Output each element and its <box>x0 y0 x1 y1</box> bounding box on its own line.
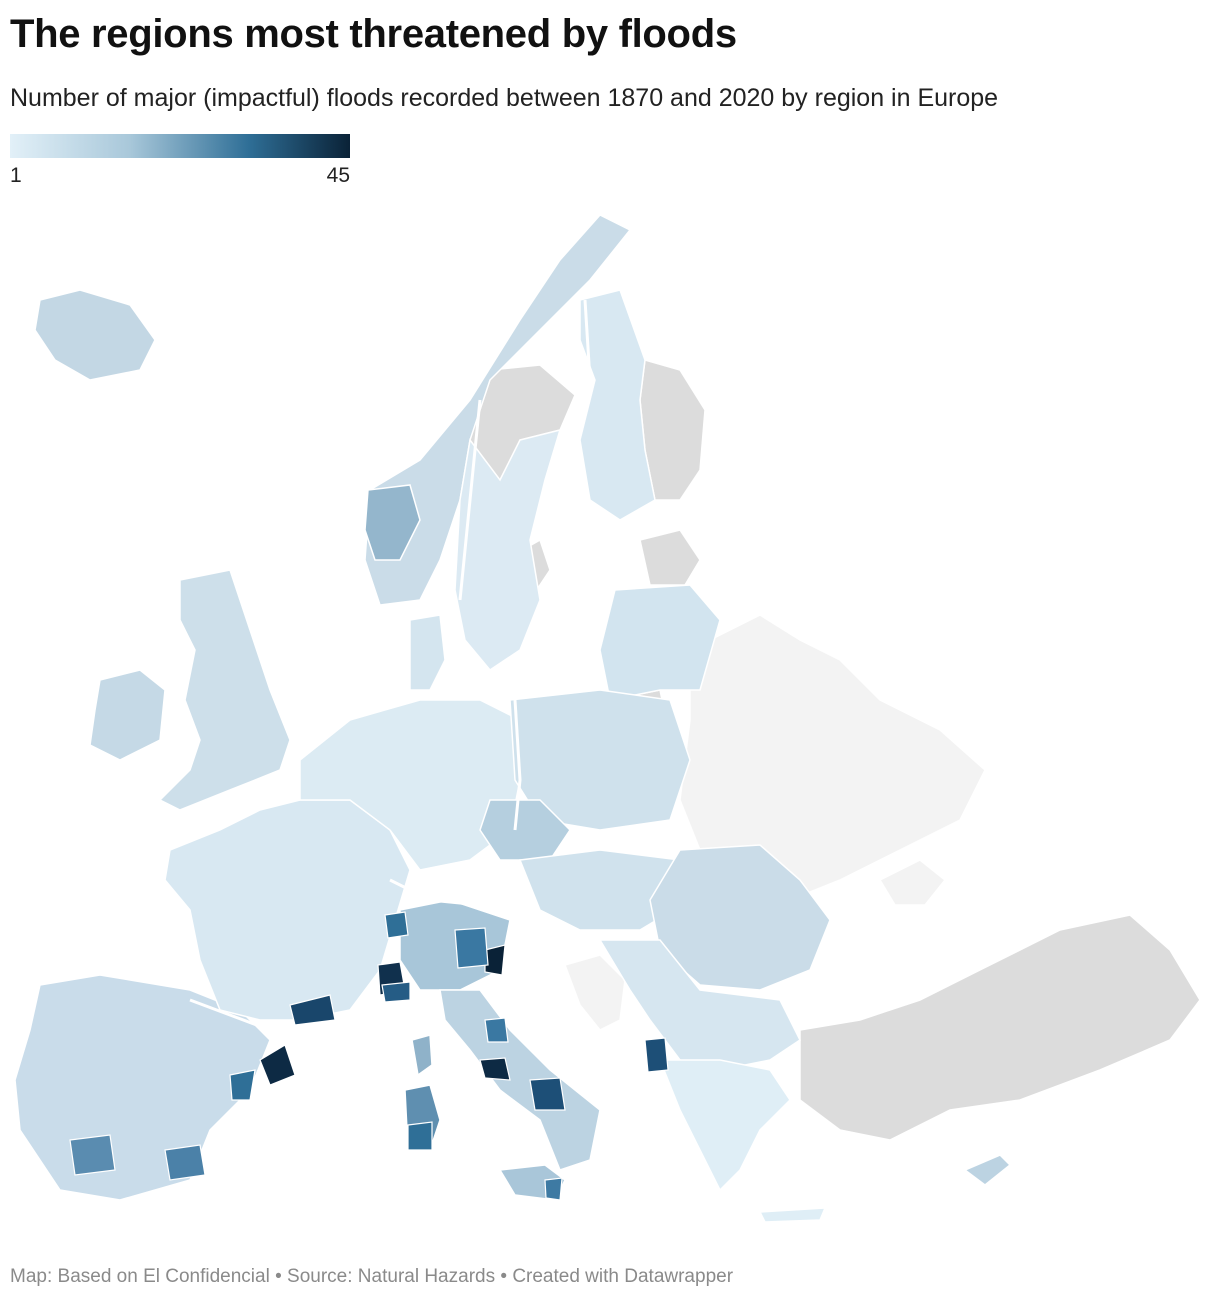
chart-footer: Map: Based on El Confidencial • Source: … <box>10 1266 733 1288</box>
datawrapper-credit: Created with Datawrapper <box>512 1266 734 1287</box>
region-italy-peninsula <box>439 989 601 1171</box>
border-sweden-finland <box>583 299 592 381</box>
region-liguria <box>381 981 411 1003</box>
outside-countries <box>564 614 986 1031</box>
region-andalusia-west <box>69 1134 116 1176</box>
region-italy-north <box>399 899 511 991</box>
region-ukraine-belarus-russia <box>679 614 986 901</box>
footer-separator-2: • <box>500 1266 508 1287</box>
region-abruzzo <box>484 1017 509 1043</box>
region-sweden <box>454 428 562 671</box>
region-bosnia <box>564 954 626 1031</box>
source-credit: Source: Natural Hazards <box>287 1266 496 1287</box>
footer-separator-1: • <box>275 1266 282 1287</box>
region-murcia <box>164 1144 206 1181</box>
region-montenegro <box>644 1037 669 1073</box>
map-credit: Map: Based on El Confidencial <box>10 1266 270 1287</box>
region-gard-herault <box>289 994 336 1026</box>
region-crimea <box>878 859 947 906</box>
chart-title: The regions most threatened by floods <box>10 12 737 56</box>
region-denmark <box>409 614 446 691</box>
border-alps <box>389 878 521 907</box>
border-germany-poland <box>513 699 522 831</box>
border-sweden-norway <box>458 399 482 601</box>
region-veneto <box>454 927 489 969</box>
region-france <box>164 799 411 1021</box>
region-cyprus <box>963 1154 1012 1186</box>
region-lazio <box>479 1057 511 1081</box>
region-calabria <box>544 1177 563 1201</box>
region-ticino <box>384 911 409 939</box>
legend-min-label: 1 <box>10 164 22 187</box>
legend-max-label: 45 <box>326 164 350 187</box>
region-poland <box>509 689 691 831</box>
country-borders <box>189 299 592 1032</box>
region-valencia-coast <box>229 1069 256 1101</box>
region-catalonia <box>259 1044 296 1086</box>
border-france-spain <box>189 998 271 1032</box>
legend-gradient-bar <box>10 134 350 158</box>
region-south-sardinia <box>407 1121 433 1151</box>
region-campania <box>529 1077 566 1111</box>
high-flood-regions <box>69 911 669 1201</box>
region-norway <box>364 214 632 606</box>
region-romania <box>649 844 831 991</box>
region-estonia <box>639 529 701 586</box>
region-baltics <box>599 584 721 701</box>
region-crete <box>758 1207 827 1223</box>
color-legend: 1 45 <box>10 134 350 190</box>
region-great-britain <box>158 569 291 811</box>
region-greece <box>658 1059 791 1192</box>
chart-subtitle: Number of major (impactful) floods recor… <box>10 84 999 112</box>
europe-choropleth-map <box>14 214 1201 1223</box>
region-turkey <box>799 914 1201 1141</box>
region-ireland <box>89 669 166 761</box>
region-corsica <box>411 1034 433 1077</box>
region-balkans <box>598 939 801 1071</box>
region-western-norway <box>364 484 421 561</box>
region-iceland <box>34 289 156 381</box>
region-finland <box>579 289 656 521</box>
